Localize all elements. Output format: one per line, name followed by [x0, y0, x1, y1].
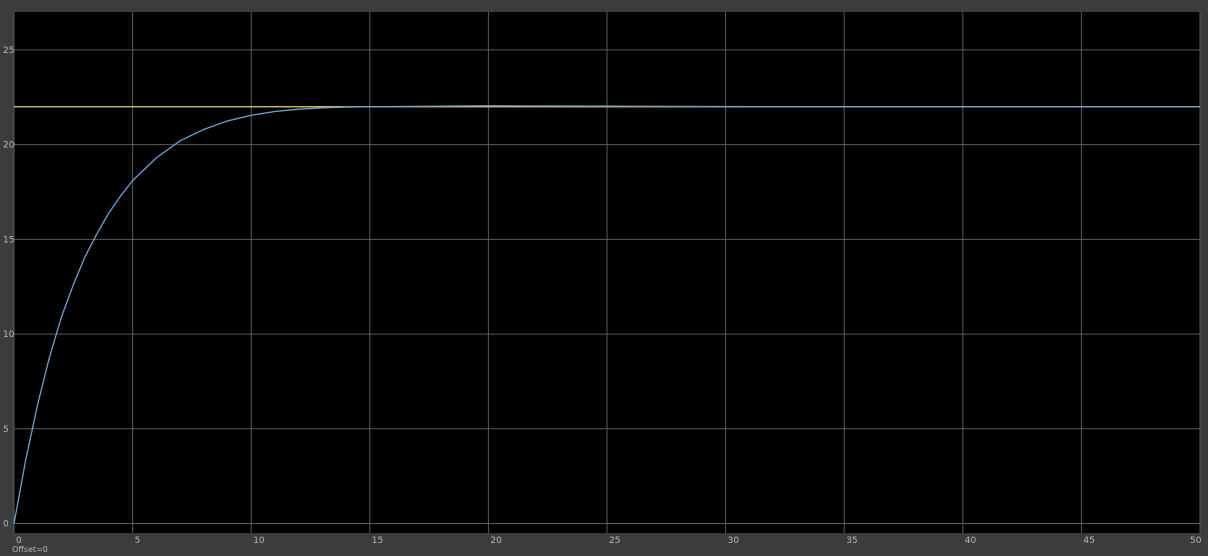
- x-tick-label: 20: [490, 536, 502, 546]
- x-tick-labels: 0 5 10 15 20 25 30 35 40 45 50: [16, 536, 1202, 546]
- y-tick-label: 5: [3, 425, 9, 435]
- y-tick-label: 25: [3, 46, 14, 56]
- series-line-1: [13, 105, 1200, 524]
- x-tick-label: 25: [609, 536, 620, 546]
- y-tick-labels: 0 5 10 15 20 25: [3, 46, 15, 530]
- x-tick-label: 15: [372, 536, 383, 546]
- y-tick-label: 10: [3, 330, 15, 340]
- x-tick-label: 50: [1190, 536, 1202, 546]
- x-tick-label: 0: [16, 536, 22, 546]
- y-tick-label: 0: [3, 520, 9, 530]
- x-tick-label: 5: [135, 536, 141, 546]
- series-layer: [13, 105, 1200, 524]
- x-tick-label: 10: [253, 536, 265, 546]
- time-offset-label: Offset=0: [12, 545, 48, 554]
- x-tick-label: 45: [1083, 536, 1094, 546]
- x-tick-label: 35: [846, 536, 857, 546]
- y-tick-label: 20: [3, 141, 15, 151]
- grid: [13, 12, 1201, 533]
- x-tick-label: 40: [965, 536, 977, 546]
- x-tick-label: 30: [728, 536, 740, 546]
- y-tick-label: 15: [3, 235, 14, 245]
